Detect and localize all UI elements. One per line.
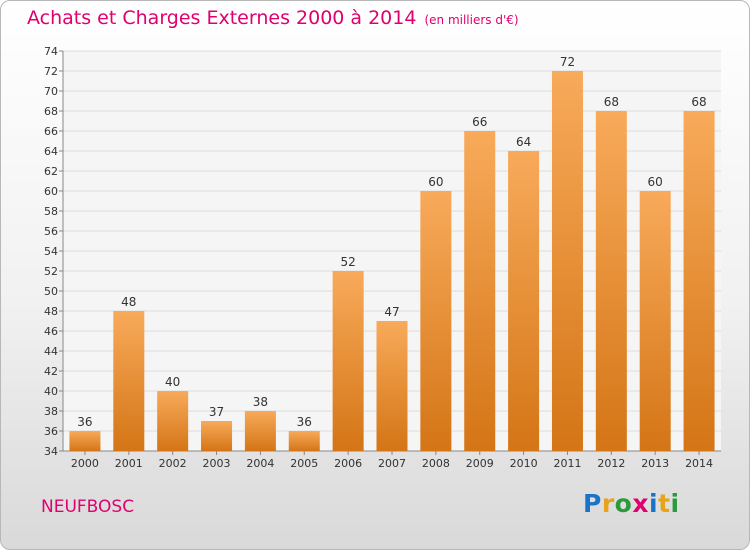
bar (376, 321, 408, 451)
x-tick-label: 2004 (246, 457, 274, 470)
data-label: 48 (121, 295, 136, 309)
y-tick-label: 56 (44, 225, 58, 238)
x-tick-label: 2006 (334, 457, 362, 470)
commune-name: NEUFBOSC (41, 497, 135, 517)
data-label: 37 (209, 405, 224, 419)
y-tick-label: 58 (44, 205, 58, 218)
bar (508, 151, 540, 451)
x-tick-label: 2013 (641, 457, 669, 470)
x-tick-label: 2012 (597, 457, 625, 470)
bar (69, 431, 101, 451)
data-label: 68 (691, 95, 706, 109)
logo-letter: i (670, 489, 680, 518)
bar (332, 271, 364, 451)
data-label: 40 (165, 375, 180, 389)
y-tick-label: 34 (44, 445, 58, 458)
x-tick-label: 2003 (203, 457, 231, 470)
chart-title: Achats et Charges Externes 2000 à 2014 (e… (27, 7, 519, 29)
data-label: 68 (604, 95, 619, 109)
y-tick-label: 46 (44, 325, 58, 338)
y-tick-label: 54 (44, 245, 58, 258)
logo-letter: t (658, 489, 671, 518)
bar (288, 431, 320, 451)
y-tick-label: 70 (44, 85, 58, 98)
y-tick-label: 44 (44, 345, 58, 358)
data-label: 72 (560, 55, 575, 69)
y-tick-label: 74 (44, 45, 58, 58)
logo-letter: o (614, 489, 633, 518)
data-label: 38 (253, 395, 268, 409)
y-tick-label: 50 (44, 285, 58, 298)
logo-letter: P (583, 489, 602, 518)
bar (201, 421, 233, 451)
x-tick-label: 2007 (378, 457, 406, 470)
data-label: 60 (648, 175, 663, 189)
bar (420, 191, 452, 451)
bar (683, 111, 715, 451)
chart-unit-label: (en milliers d'€) (424, 13, 519, 27)
bar (244, 411, 276, 451)
bar (157, 391, 189, 451)
logo-letter: i (649, 489, 659, 518)
y-tick-label: 38 (44, 405, 58, 418)
data-label: 52 (340, 255, 355, 269)
y-tick-label: 68 (44, 105, 58, 118)
data-label: 64 (516, 135, 531, 149)
y-tick-label: 42 (44, 365, 58, 378)
logo-letter: r (601, 489, 615, 518)
data-label: 36 (297, 415, 312, 429)
bar (113, 311, 145, 451)
x-tick-label: 2009 (466, 457, 494, 470)
x-tick-label: 2008 (422, 457, 450, 470)
data-label: 60 (428, 175, 443, 189)
x-tick-label: 2005 (290, 457, 318, 470)
chart-title-text: Achats et Charges Externes 2000 à 2014 (27, 7, 417, 29)
bar (595, 111, 627, 451)
x-tick-label: 2001 (115, 457, 143, 470)
proxiti-logo[interactable]: Proxiti (583, 489, 680, 518)
x-tick-label: 2011 (553, 457, 581, 470)
x-tick-label: 2000 (71, 457, 99, 470)
y-tick-label: 60 (44, 185, 58, 198)
y-tick-label: 36 (44, 425, 58, 438)
logo-letter: x (632, 489, 649, 518)
x-tick-label: 2002 (159, 457, 187, 470)
y-tick-label: 48 (44, 305, 58, 318)
y-tick-label: 66 (44, 125, 58, 138)
data-label: 66 (472, 115, 487, 129)
bar (464, 131, 496, 451)
y-tick-label: 52 (44, 265, 58, 278)
data-label: 47 (384, 305, 399, 319)
data-label: 36 (77, 415, 92, 429)
bar (639, 191, 671, 451)
y-tick-label: 62 (44, 165, 58, 178)
y-tick-label: 64 (44, 145, 58, 158)
bar (551, 71, 583, 451)
x-tick-label: 2010 (510, 457, 538, 470)
y-tick-label: 40 (44, 385, 58, 398)
x-tick-label: 2014 (685, 457, 713, 470)
y-tick-label: 72 (44, 65, 58, 78)
